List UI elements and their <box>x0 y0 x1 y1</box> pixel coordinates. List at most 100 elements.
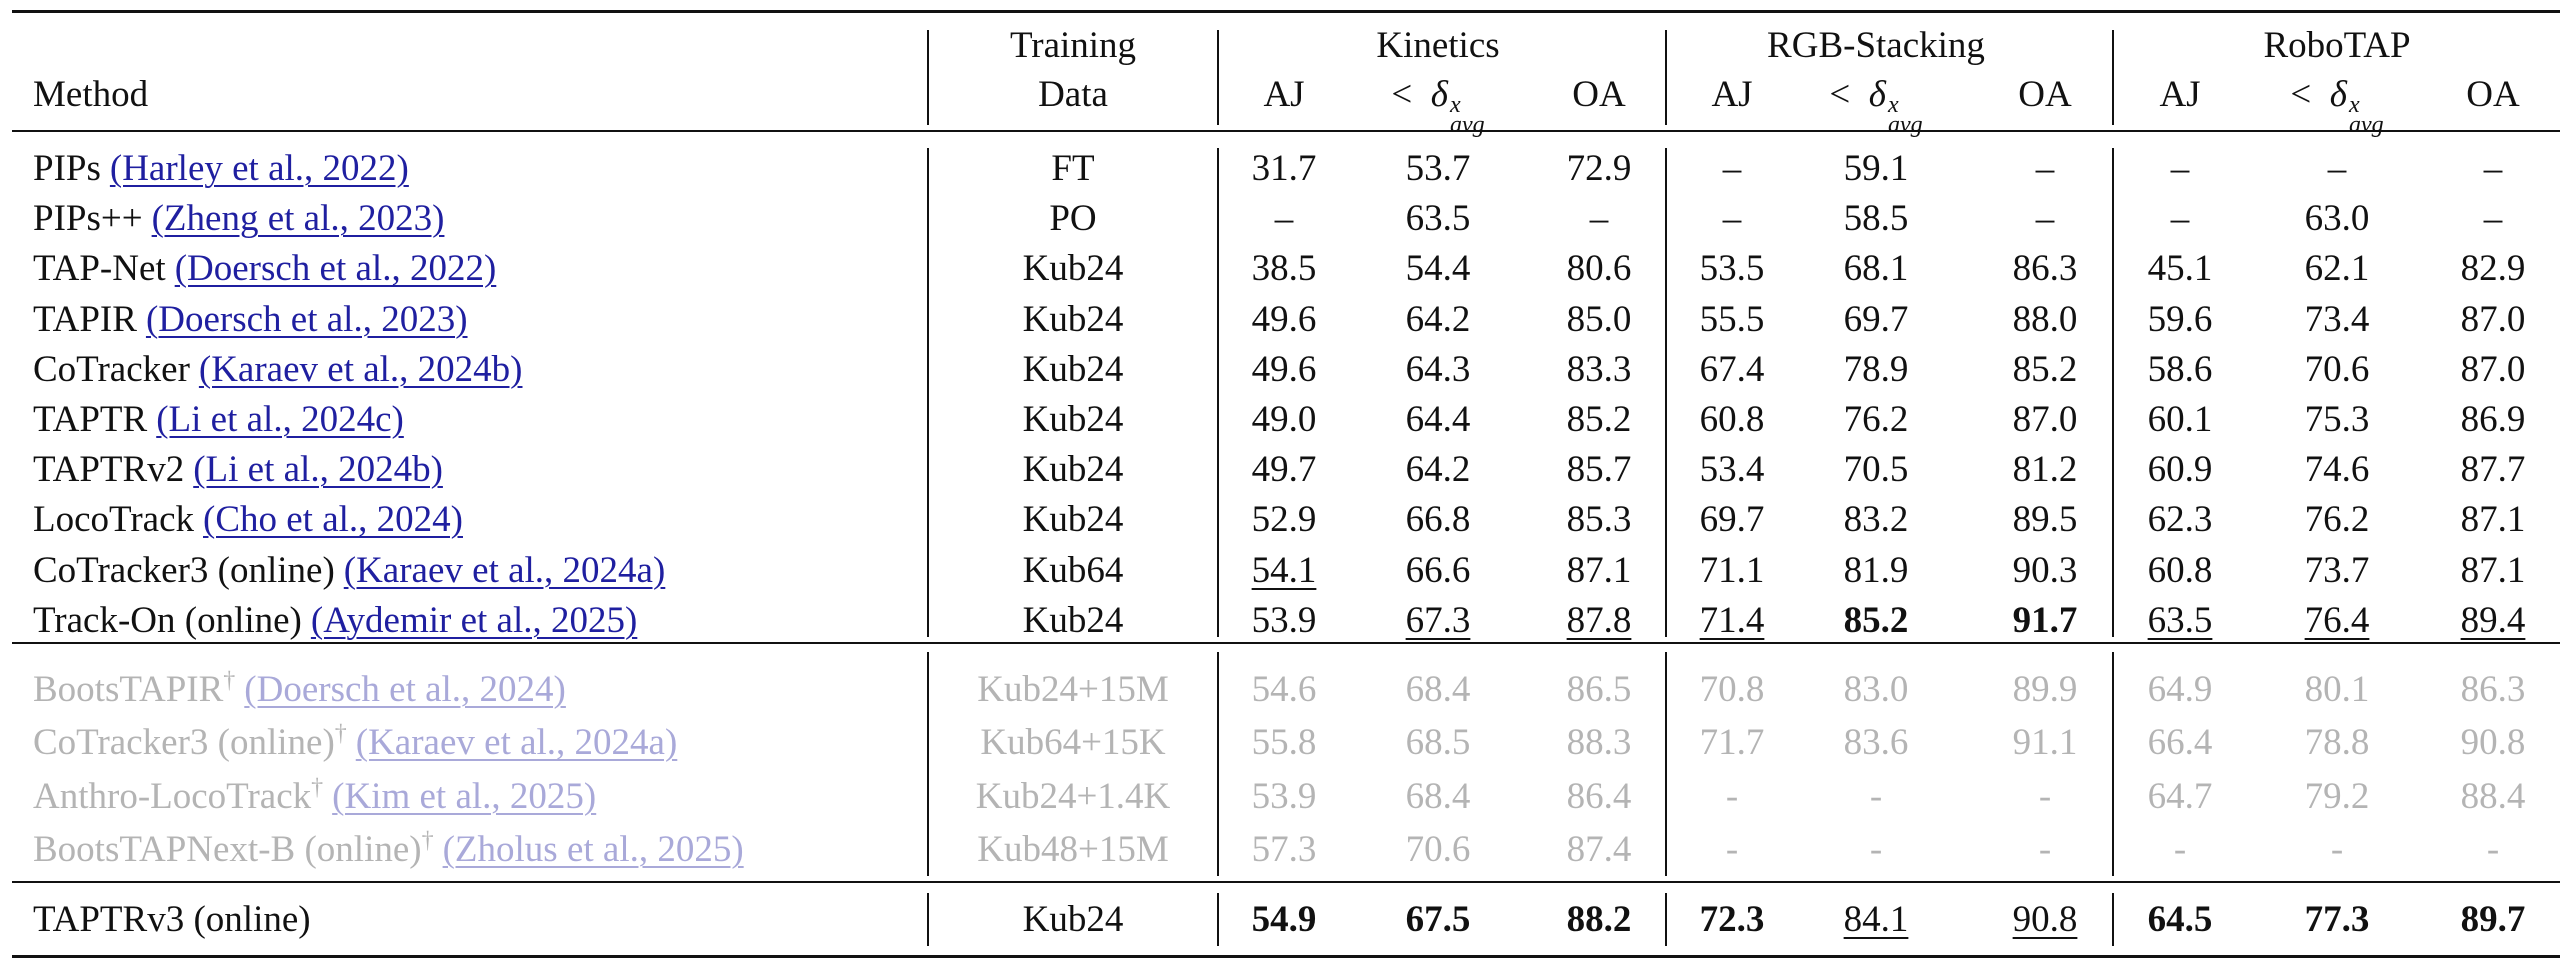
citation-link[interactable]: (Karaev et al., 2024a) <box>355 722 678 764</box>
value-cell: 31.7 <box>1251 148 1317 189</box>
method-cell: TAP-Net (Doersch et al., 2022) <box>33 247 496 291</box>
value-cell: 83.0 <box>1843 669 1909 710</box>
citation-link[interactable]: (Harley et al., 2022) <box>109 148 409 189</box>
header-cell: Method <box>33 74 149 115</box>
value-cell: 54.1 <box>1251 549 1317 591</box>
value-cell: 76.4 <box>2304 599 2370 641</box>
training-cell: Kub24 <box>1022 499 1124 541</box>
value-cell: 85.0 <box>1566 298 1632 340</box>
value-cell: - <box>2486 829 2500 871</box>
dagger: † <box>334 721 347 748</box>
method-name: CoTracker <box>33 348 190 390</box>
group-header: Kinetics <box>1376 25 1500 66</box>
value-cell: 87.8 <box>1566 599 1632 641</box>
value-cell: 75.3 <box>2304 399 2370 440</box>
symbol: δ <box>2329 74 2347 115</box>
citation-link[interactable]: (Doersch et al., 2023) <box>145 298 468 340</box>
column-rule <box>2112 148 2114 637</box>
value-cell: 71.7 <box>1699 722 1765 764</box>
column-header: OA <box>1572 74 1626 115</box>
column-rule <box>1665 893 1667 946</box>
citation-link[interactable]: (Kim et al., 2025) <box>332 775 597 817</box>
column-rule <box>1665 30 1667 125</box>
citation-link[interactable]: (Zholus et al., 2025) <box>442 829 744 871</box>
citation-link[interactable]: (Doersch et al., 2024) <box>244 669 566 710</box>
column-rule <box>1217 893 1219 946</box>
value-cell: 58.5 <box>1843 198 1909 240</box>
value-cell: 83.6 <box>1843 722 1909 764</box>
value-cell: – <box>1722 198 1742 240</box>
value-cell: 62.1 <box>2304 248 2370 290</box>
method-name: BootsTAPNext-B (online) <box>33 829 422 871</box>
method-cell: BootsTAPIR† (Doersch et al., 2024) <box>33 668 566 712</box>
value-cell: 49.7 <box>1251 449 1317 491</box>
value-cell: - <box>1869 829 1883 871</box>
value-cell: 89.9 <box>2012 669 2078 710</box>
method-cell: LocoTrack (Cho et al., 2024) <box>33 498 463 542</box>
citation-link[interactable]: (Aydemir et al., 2025) <box>310 599 638 641</box>
value-cell: 60.8 <box>1699 399 1765 440</box>
value-cell: 64.5 <box>2147 899 2213 940</box>
symbol-prefix: < <box>1391 74 1413 115</box>
method-name: TAPTRv2 <box>33 449 185 491</box>
citation-link[interactable]: (Karaev et al., 2024a) <box>343 549 666 591</box>
value-cell: 74.6 <box>2304 449 2370 491</box>
citation-link[interactable]: (Karaev et al., 2024b) <box>198 348 523 390</box>
citation-link[interactable]: (Cho et al., 2024) <box>203 499 463 541</box>
method-name: TAPTRv3 (online) <box>33 899 311 940</box>
method-cell: TAPIR (Doersch et al., 2023) <box>33 298 468 342</box>
value-cell: 76.2 <box>2304 499 2370 541</box>
value-cell: 87.0 <box>2012 399 2078 440</box>
value-cell: 80.1 <box>2304 669 2370 710</box>
symbol-prefix: < <box>1829 74 1851 115</box>
value-cell: 70.6 <box>2304 348 2370 390</box>
value-cell: 54.6 <box>1251 669 1317 710</box>
value-cell: 66.4 <box>2147 722 2213 764</box>
subscript: avg <box>1887 112 1923 138</box>
value-cell: 71.1 <box>1699 549 1765 591</box>
training-cell: Kub64 <box>1022 549 1124 591</box>
citation-link[interactable]: (Li et al., 2024c) <box>156 399 404 440</box>
method-cell: Anthro-LocoTrack† (Kim et al., 2025) <box>33 775 596 819</box>
value-cell: 85.7 <box>1566 449 1632 491</box>
value-cell: 72.9 <box>1566 148 1632 189</box>
value-cell: 83.2 <box>1843 499 1909 541</box>
value-cell: – <box>1274 198 1294 240</box>
value-cell: 87.0 <box>2460 298 2526 340</box>
column-rule <box>1665 652 1667 876</box>
value-cell: 64.9 <box>2147 669 2213 710</box>
citation-link[interactable]: (Li et al., 2024b) <box>193 449 443 491</box>
method-cell: TAPTR (Li et al., 2024c) <box>33 398 404 442</box>
method-cell: TAPTRv2 (Li et al., 2024b) <box>33 448 443 492</box>
value-cell: 85.2 <box>2012 348 2078 390</box>
column-header: AJ <box>1711 74 1753 115</box>
value-cell: 88.0 <box>2012 298 2078 340</box>
value-cell: 90.3 <box>2012 549 2078 591</box>
value-cell: – <box>1722 148 1742 189</box>
method-name: TAPIR <box>33 298 137 340</box>
column-rule <box>1217 30 1219 125</box>
value-cell: 67.3 <box>1405 599 1471 641</box>
value-cell: 86.9 <box>2460 399 2526 440</box>
value-cell: 69.7 <box>1699 499 1765 541</box>
training-cell: Kub64+15K <box>980 722 1166 764</box>
value-cell: 59.1 <box>1843 148 1909 189</box>
value-cell: 86.3 <box>2460 669 2526 710</box>
column-header: AJ <box>2159 74 2201 115</box>
citation-link[interactable]: (Doersch et al., 2022) <box>174 248 497 290</box>
value-cell: 81.9 <box>1843 549 1909 591</box>
value-cell: – <box>2327 148 2347 189</box>
citation-link[interactable]: (Zheng et al., 2023) <box>151 198 445 240</box>
column-rule <box>1217 148 1219 637</box>
method-name: TAP-Net <box>33 248 166 290</box>
value-cell: - <box>1725 829 1739 871</box>
value-cell: 78.9 <box>1843 348 1909 390</box>
value-cell: 77.3 <box>2304 899 2370 940</box>
value-cell: 49.6 <box>1251 298 1317 340</box>
value-cell: 66.8 <box>1405 499 1471 541</box>
value-cell: 63.5 <box>1405 198 1471 240</box>
value-cell: – <box>1589 198 1609 240</box>
training-cell: Kub24 <box>1022 248 1124 290</box>
value-cell: 53.4 <box>1699 449 1765 491</box>
